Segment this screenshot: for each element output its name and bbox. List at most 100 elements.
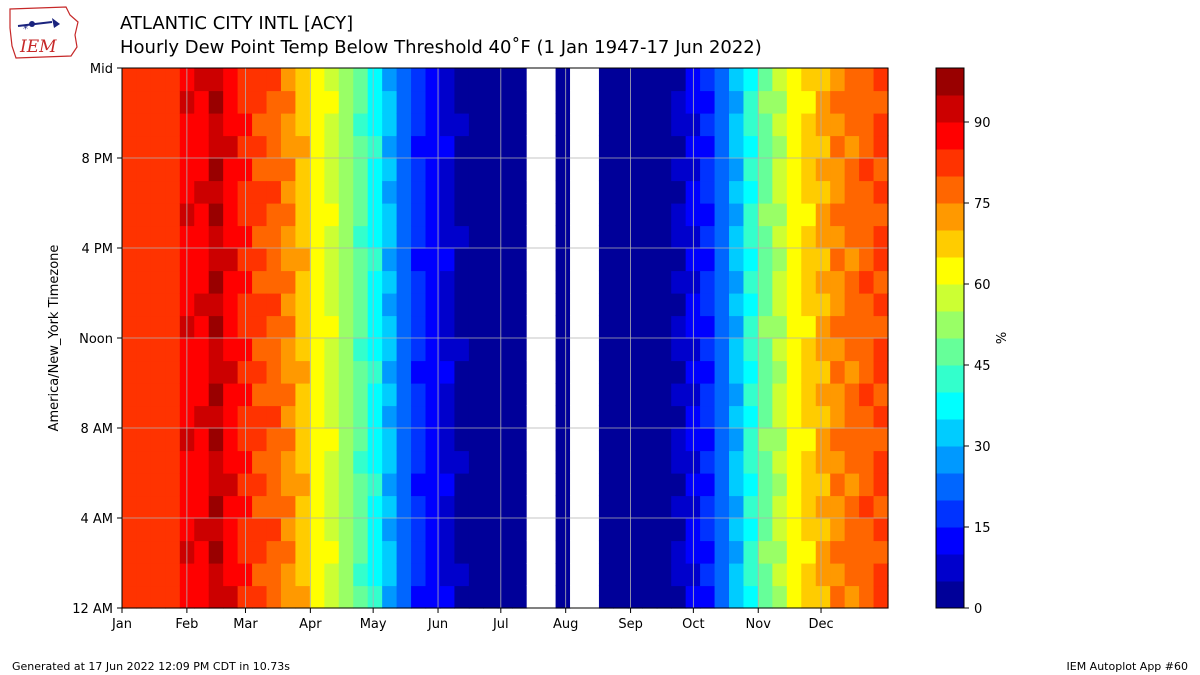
heatmap-cell (830, 405, 846, 429)
heatmap-cell (700, 113, 716, 137)
heatmap-cell (786, 135, 802, 159)
heatmap-cell (425, 540, 441, 564)
heatmap-cell (324, 180, 340, 204)
heatmap-cell (280, 90, 297, 114)
heatmap-cell (411, 158, 427, 182)
heatmap-cell (598, 270, 614, 294)
heatmap-cell (396, 450, 412, 474)
heatmap-cell (627, 495, 643, 519)
heatmap-cell (714, 338, 730, 362)
heatmap-cell (815, 68, 831, 92)
heatmap-cell (252, 338, 268, 362)
heatmap-cell (353, 68, 369, 92)
heatmap-cell (382, 518, 398, 542)
generated-timestamp: Generated at 17 Jun 2022 12:09 PM CDT in… (12, 660, 291, 673)
heatmap-cell (772, 113, 788, 137)
x-axis: Jan Feb Mar Apr May Jun Jul Aug Sep Oct Nov Dec (111, 608, 834, 632)
heatmap-cell (439, 225, 456, 249)
heatmap-cell (150, 473, 166, 497)
heatmap-cell (757, 293, 773, 317)
heatmap-cell (136, 293, 152, 317)
heatmap-cell (179, 113, 195, 137)
heatmap-cell (396, 383, 412, 407)
heatmap-cell (526, 158, 542, 182)
heatmap-cell (801, 293, 817, 317)
heatmap-cell (367, 495, 383, 519)
heatmap-cell (844, 473, 860, 497)
heatmap-cell (324, 450, 340, 474)
heatmap-cell (729, 360, 745, 384)
heatmap-cell (772, 495, 788, 519)
heatmap-cell (526, 135, 542, 159)
colorbar: 0 15 30 45 60 75 90 (935, 67, 991, 617)
heatmap-cell (772, 90, 788, 114)
heatmap-cell (454, 203, 470, 227)
heatmap-cell (439, 68, 456, 92)
colorbar-tick-label: 90 (974, 116, 991, 131)
heatmap-cell (830, 270, 846, 294)
heatmap-cell (714, 540, 730, 564)
heatmap-cell (252, 473, 268, 497)
heatmap-cell (252, 383, 268, 407)
heatmap-cell (266, 135, 282, 159)
heatmap-cell (627, 540, 643, 564)
heatmap-cell (252, 90, 268, 114)
x-tick-label: Nov (746, 617, 772, 632)
heatmap-cell (613, 203, 629, 227)
y-tick-label: Mid (90, 62, 113, 77)
heatmap-cell (815, 158, 831, 182)
heatmap-cell (598, 563, 614, 587)
heatmap-cell (700, 473, 716, 497)
x-tick-label: Feb (175, 617, 198, 632)
heatmap-cell (526, 203, 542, 227)
heatmap-cell (353, 495, 369, 519)
heatmap-cell (859, 518, 875, 542)
heatmap-cell (338, 293, 354, 317)
heatmap-cell (179, 270, 195, 294)
heatmap-cell (223, 473, 239, 497)
heatmap-cell (570, 383, 586, 407)
heatmap-cell (772, 293, 788, 317)
heatmap-cell (353, 180, 369, 204)
heatmap-cell (815, 585, 831, 609)
heatmap-cell (396, 428, 412, 452)
heatmap-cell (165, 293, 181, 317)
heatmap-cell (844, 203, 860, 227)
heatmap-cell (382, 450, 398, 474)
heatmap-cell (468, 495, 484, 519)
heatmap-cell (512, 585, 528, 609)
heatmap-cell (873, 405, 889, 429)
heatmap-cell (179, 585, 195, 609)
heatmap-cell (859, 360, 875, 384)
heatmap-cell (454, 248, 470, 272)
x-tick-label: Jun (427, 617, 448, 632)
heatmap-cell (194, 428, 210, 452)
heatmap-cell (439, 135, 456, 159)
heatmap-cell (555, 180, 571, 204)
heatmap-cell (165, 203, 181, 227)
heatmap-cell (627, 293, 643, 317)
heatmap-cell (338, 360, 354, 384)
y-tick-label: 12 AM (72, 602, 113, 617)
heatmap-cell (830, 518, 846, 542)
heatmap-cell (757, 135, 773, 159)
heatmap-cell (122, 180, 138, 204)
heatmap-cell (208, 68, 224, 92)
heatmap-cell (150, 563, 166, 587)
heatmap-cell (454, 585, 470, 609)
heatmap-cell (830, 585, 846, 609)
heatmap-cell (483, 563, 499, 587)
heatmap-cell (772, 203, 788, 227)
heatmap-cell (309, 450, 325, 474)
heatmap-cell (801, 270, 817, 294)
heatmap-cell (772, 428, 788, 452)
heatmap-cell (671, 315, 687, 339)
heatmap-cell (382, 90, 398, 114)
heatmap-cell (309, 563, 325, 587)
heatmap-cell (671, 203, 687, 227)
heatmap-cell (859, 338, 875, 362)
heatmap-cell (468, 540, 484, 564)
heatmap-cell (743, 68, 759, 92)
heatmap-cell (570, 135, 586, 159)
heatmap-cell (411, 270, 427, 294)
